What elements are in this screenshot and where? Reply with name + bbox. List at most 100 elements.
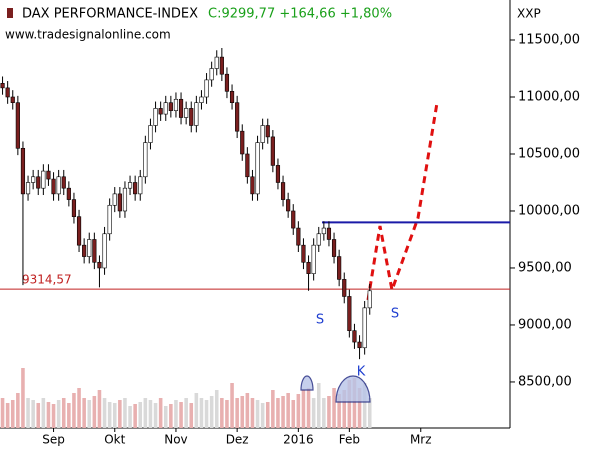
volume-bar: [0, 398, 5, 428]
volume-bar: [189, 403, 194, 428]
candle-body: [153, 108, 158, 126]
candle-body: [286, 199, 291, 212]
candle-body: [275, 165, 281, 183]
volume-bar: [245, 393, 250, 428]
annotation: K: [357, 365, 366, 380]
volume-bar: [271, 390, 275, 428]
y-tick-label: 11000,00: [518, 89, 580, 104]
volume-bar: [153, 403, 158, 428]
candle-body: [31, 176, 36, 183]
candle-body: [219, 56, 224, 75]
volume-bar: [56, 400, 61, 428]
volume-bar: [184, 398, 188, 428]
volume-bar: [281, 396, 285, 428]
volume-bar: [240, 396, 245, 428]
candle-body: [255, 142, 260, 195]
candle-body: [87, 239, 92, 257]
volume-bar: [255, 400, 260, 428]
volume-bar: [225, 400, 229, 428]
candle-body: [127, 182, 133, 189]
volume-bar: [332, 388, 336, 428]
volume-bar: [276, 398, 280, 428]
candle-body: [342, 279, 347, 297]
volume-bar: [230, 383, 234, 428]
x-tick-label: Nov: [164, 433, 187, 447]
volume-bar: [322, 398, 326, 428]
volume-bar: [179, 402, 183, 428]
candle-body: [178, 98, 184, 118]
volume-bar: [112, 403, 117, 428]
volume-bar: [10, 400, 15, 428]
axis-label: XXP: [517, 7, 541, 21]
candle-body: [280, 182, 286, 200]
candle-body: [20, 147, 26, 195]
volume-bar: [61, 398, 66, 428]
volume-bar: [220, 398, 224, 428]
volume-pattern: [300, 375, 371, 403]
candle-body: [61, 176, 66, 189]
candle-body: [158, 108, 163, 115]
volume-bar: [306, 388, 311, 428]
candle-body: [148, 125, 153, 143]
volume-bar: [311, 398, 316, 428]
volume-bar: [163, 406, 168, 428]
candle-body: [291, 210, 296, 229]
candle-body: [5, 87, 10, 98]
volume-bar: [67, 403, 71, 428]
volume-bar: [143, 398, 148, 428]
candle-body: [51, 178, 56, 195]
x-tick-label: Dez: [226, 433, 249, 447]
volume-bar: [286, 393, 290, 428]
volume-bar: [118, 400, 122, 428]
candle-body: [229, 90, 235, 103]
candle-body: [204, 79, 209, 98]
candle-body: [270, 136, 275, 166]
volume-bar: [235, 398, 239, 428]
candle-body: [112, 193, 117, 206]
x-tick-label: Feb: [339, 433, 360, 447]
candle-body: [311, 244, 316, 274]
volume-bar: [107, 402, 112, 428]
volume-bar: [250, 398, 255, 428]
volume-bar: [26, 398, 30, 428]
y-tick-label: 9500,00: [518, 260, 572, 275]
candle-body: [10, 96, 15, 103]
volume-layer: [0, 368, 372, 428]
candle-body: [240, 130, 245, 155]
candle-body: [224, 73, 230, 92]
volume-bar: [199, 398, 204, 428]
volume-bar: [316, 383, 321, 428]
volume-bar: [77, 388, 81, 428]
candle-body: [143, 142, 148, 178]
x-tick-label: Okt: [104, 433, 125, 447]
y-tick-label: 10000,00: [518, 203, 580, 218]
volume-bar: [16, 393, 20, 428]
source: www.tradesignalonline.com: [5, 28, 171, 42]
volume-bar: [133, 404, 137, 428]
candle-body: [76, 216, 82, 246]
candle-body: [46, 170, 51, 180]
candle-body: [138, 176, 143, 195]
candle-body: [357, 341, 362, 349]
volume-bar: [21, 368, 25, 428]
volume-bar: [148, 400, 153, 428]
candle-body: [199, 96, 204, 103]
candle-body: [66, 187, 71, 200]
candle-body: [301, 244, 306, 263]
candle-body: [189, 108, 194, 126]
chart-subtitle: C:9299,77 +164,66 +1,80%: [208, 7, 392, 22]
volume-bar: [92, 396, 97, 428]
candle-body: [347, 296, 352, 331]
volume-bar: [72, 393, 76, 428]
y-tick-label: 9000,00: [518, 317, 572, 332]
symbol-icon: [7, 8, 13, 18]
volume-bar: [327, 396, 331, 428]
volume-bar: [367, 398, 372, 428]
volume-bar: [362, 383, 367, 428]
candle-body: [362, 307, 367, 349]
volume-bar: [46, 402, 51, 428]
volume-bar: [123, 398, 127, 428]
candle-body: [194, 102, 199, 126]
candle-body: [296, 227, 301, 246]
